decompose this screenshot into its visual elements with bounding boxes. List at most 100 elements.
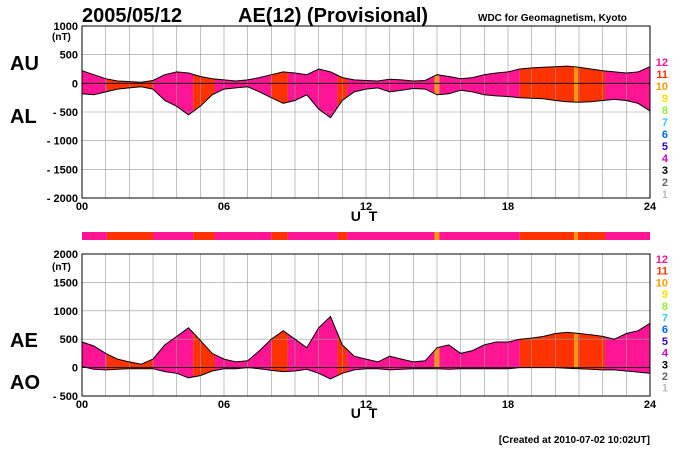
band-segment: [214, 232, 272, 240]
series-al-line: [81, 86, 651, 119]
panel2-fill-segment: [605, 316, 650, 379]
panel2-fill-segment: [577, 316, 606, 379]
panel2-y-tick-label: 2000: [54, 249, 78, 261]
panel1-y-tick-label: 0: [72, 78, 78, 90]
panel2-grid: [81, 253, 651, 397]
legend-item: 5: [662, 141, 668, 153]
band-segment: [434, 232, 440, 240]
panel1-fill-segment: [574, 66, 578, 118]
legend-item: 9: [662, 93, 668, 105]
panel1-x-tick-label: 12: [360, 201, 372, 213]
band-segment: [519, 232, 575, 240]
series-ae-line: [81, 315, 651, 365]
band-segment: [82, 232, 107, 240]
series-ao-line: [81, 366, 651, 380]
panel1-unit-label: (nT): [52, 32, 71, 43]
index-title: AE(12) (Provisional): [238, 5, 428, 27]
panel2-x-axis-label: U T: [351, 405, 380, 421]
panel2-y-tick-label: 1500: [54, 277, 78, 289]
panel1-x-tick-label: 24: [644, 201, 657, 213]
panel2-unit-label: (nT): [52, 262, 71, 273]
legend-item: 11: [656, 69, 668, 81]
panel2-fill-segment: [574, 316, 578, 379]
legend-item: 11: [656, 266, 668, 278]
panel2-x-tick-label: 00: [76, 399, 88, 411]
created-timestamp: [Created at 2010-07-02 10:02UT]: [499, 435, 650, 446]
legend-item: 3: [662, 165, 668, 177]
panel1-y-tick-label: - 1000: [47, 136, 78, 148]
panel1-x-axis-label: U T: [351, 208, 380, 224]
ae-label: AE: [10, 330, 38, 352]
band-segment: [337, 232, 348, 240]
panel2-x-tick-label: 12: [360, 399, 372, 411]
panel2-x-tick-label: 06: [218, 399, 230, 411]
date-title: 2005/05/12: [82, 5, 182, 27]
legend-item: 7: [662, 117, 668, 129]
organization-label: WDC for Geomagnetism, Kyoto: [478, 13, 627, 24]
panel2-x-tick-label: 24: [644, 399, 657, 411]
legend-item: 6: [662, 129, 668, 141]
panel2-y-tick-label: 500: [60, 334, 78, 346]
legend-item: 12: [656, 254, 668, 266]
band-segment: [439, 232, 520, 240]
panel1-x-tick-label: 18: [502, 201, 514, 213]
panel2-fill-segment: [153, 316, 194, 379]
band-segment: [577, 232, 606, 240]
panel1-y-tick-label: - 500: [53, 107, 78, 119]
legend-item: 10: [656, 277, 668, 289]
band-segment: [193, 232, 215, 240]
panel2-fill-segment: [271, 316, 288, 379]
band-segment: [153, 232, 194, 240]
ao-label: AO: [10, 372, 40, 394]
panel2-fill-segment: [214, 316, 272, 379]
panel2-frame: [81, 253, 651, 397]
panel2-fill-segment: [519, 316, 575, 379]
al-label: AL: [10, 106, 37, 128]
legend-item: 8: [662, 105, 668, 117]
panel2-x-tick-label: 18: [502, 399, 514, 411]
panel1-x-tick-label: 00: [76, 201, 88, 213]
legend-item: 4: [662, 348, 669, 360]
panel2-fill-segment: [287, 316, 338, 379]
legend-item: 4: [662, 153, 669, 165]
band-segment: [347, 232, 435, 240]
legend-item: 8: [662, 301, 668, 313]
panel2-fill-segment: [106, 316, 153, 379]
band-segment: [106, 232, 153, 240]
au-label: AU: [10, 53, 39, 75]
panel2-fill-segment: [347, 316, 435, 379]
band-segment: [605, 232, 650, 240]
legend-item: 5: [662, 336, 668, 348]
series-au-line: [81, 65, 651, 83]
panel2-y-tick-label: 1000: [54, 306, 78, 318]
panel1-y-tick-label: 1000: [54, 21, 78, 33]
legend-item: 1: [662, 383, 668, 395]
panel1-y-tick-label: - 2000: [47, 193, 78, 205]
panel2-y-tick-label: 0: [72, 363, 78, 375]
legend-item: 3: [662, 359, 668, 371]
panel1-x-tick-label: 06: [218, 201, 230, 213]
panel1-grid: [81, 25, 651, 199]
legend-item: 1: [662, 189, 668, 201]
station-count-band: [82, 232, 650, 240]
band-segment: [271, 232, 288, 240]
legend-item: 10: [656, 81, 668, 93]
legend-item: 2: [662, 371, 668, 383]
band-segment: [287, 232, 338, 240]
legend-item: 6: [662, 324, 668, 336]
legend-item: 2: [662, 177, 668, 189]
panel1-frame: [81, 25, 651, 199]
panel2-fill-segment: [82, 316, 107, 379]
legend-item: 9: [662, 289, 668, 301]
legend-item: 12: [656, 57, 668, 69]
panel2-y-tick-label: - 500: [53, 391, 78, 403]
legend-item: 7: [662, 313, 668, 325]
panel1-y-tick-label: 500: [60, 50, 78, 62]
panel1-y-tick-label: - 1500: [47, 164, 78, 176]
band-segment: [574, 232, 578, 240]
